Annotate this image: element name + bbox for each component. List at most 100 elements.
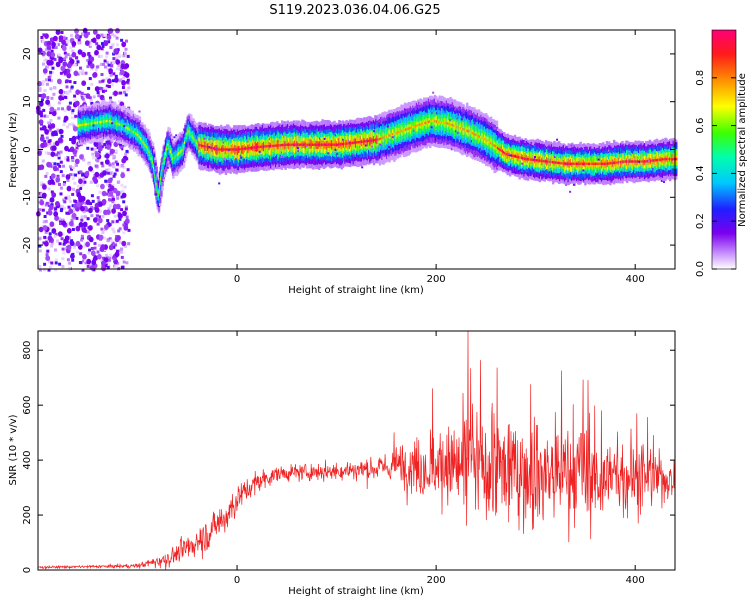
heatmap-noise-cell <box>111 165 115 168</box>
snr-series-line <box>37 330 676 571</box>
heatmap-noise-cell <box>70 167 74 171</box>
heatmap-noise-blob <box>50 151 56 157</box>
heatmap-halo-cell <box>570 144 573 147</box>
heatmap-noise-cell <box>116 261 120 265</box>
heatmap-noise-cell <box>58 206 62 209</box>
heatmap-noise-blob <box>60 65 66 72</box>
heatmap-noise-cell <box>68 46 72 50</box>
heatmap-noise-cell <box>109 73 113 77</box>
heatmap-noise-cell <box>89 263 93 267</box>
heatmap-noise-cell <box>44 151 48 155</box>
heatmap-noise-blob <box>81 227 87 233</box>
heatmap-noise-cell <box>89 43 93 47</box>
heatmap-halo-cell <box>478 148 481 151</box>
heatmap-noise-cell <box>110 239 114 243</box>
heatmap-halo-cell <box>218 182 221 185</box>
heatmap-noise-cell <box>46 211 50 215</box>
heatmap-noise-cell <box>122 231 126 235</box>
heatmap-noise-cell <box>71 204 75 208</box>
heatmap-noise-cell <box>121 189 125 193</box>
heatmap-ridge-core <box>95 121 99 124</box>
heatmap-noise-cell <box>105 77 109 81</box>
heatmap-noise-blob <box>88 225 93 231</box>
heatmap-noise-blob <box>104 153 110 159</box>
heatmap-noise-blob <box>124 63 130 69</box>
heatmap-noise-cell <box>99 62 103 66</box>
heatmap-halo-cell <box>413 129 416 132</box>
heatmap-halo-cell <box>305 145 308 148</box>
heatmap-noise-cell <box>90 147 94 151</box>
heatmap-halo-cell <box>404 108 406 111</box>
heatmap-noise-cell <box>43 235 47 239</box>
heatmap-noise-blob <box>76 192 82 198</box>
heatmap-noise-cell <box>42 220 46 224</box>
heatmap-noise-cell <box>96 159 100 163</box>
heatmap-noise-cell <box>79 66 82 70</box>
heatmap-noise-cell <box>43 268 47 272</box>
heatmap-noise-cell <box>67 211 71 215</box>
heatmap-halo-cell <box>240 156 243 159</box>
heatmap-ridge-cell <box>311 140 315 147</box>
heatmap-noise-cell <box>81 97 85 101</box>
heatmap-halo-cell <box>565 184 568 186</box>
heatmap-noise-cell <box>98 80 102 84</box>
heatmap-noise-cell <box>74 173 78 177</box>
heatmap-noise-blob <box>69 146 75 153</box>
heatmap-noise-blob <box>38 119 44 125</box>
heatmap-halo-cell <box>121 148 124 151</box>
heatmap-noise-blob <box>107 177 113 184</box>
heatmap-ridge-core <box>225 148 229 151</box>
heatmap-noise-blob <box>77 49 83 55</box>
heatmap-noise-blob <box>97 217 103 224</box>
heatmap-noise-cell <box>107 40 111 44</box>
heatmap-halo-cell <box>323 137 326 140</box>
heatmap-noise-cell <box>40 114 44 118</box>
heatmap-halo-cell <box>351 153 354 155</box>
heatmap-noise-cell <box>100 73 104 76</box>
heatmap-noise-cell <box>124 152 128 156</box>
heatmap-noise-cell <box>71 156 74 159</box>
heatmap-noise-cell <box>64 55 68 59</box>
heatmap-ridge-core <box>462 127 465 131</box>
heatmap-noise-blob <box>94 86 100 92</box>
heatmap-noise-cell <box>47 125 51 129</box>
heatmap-noise-cell <box>58 217 62 221</box>
heatmap-halo-cell <box>120 133 123 136</box>
heatmap-noise-cell <box>72 124 76 128</box>
heatmap-noise-cell <box>50 203 54 207</box>
heatmap-noise-cell <box>46 96 50 100</box>
heatmap-noise-cell <box>80 72 84 76</box>
heatmap-noise-blob <box>58 88 64 95</box>
snr-y-axis-label: SNR (10 * v/v) <box>8 414 19 485</box>
heatmap-noise-cell <box>40 183 44 187</box>
heatmap-noise-cell <box>61 232 65 236</box>
heatmap-halo-cell <box>208 146 211 148</box>
heatmap-noise-cell <box>106 171 110 175</box>
heatmap-noise-cell <box>113 34 117 38</box>
heatmap-noise-cell <box>119 91 123 95</box>
heatmap-noise-blob <box>66 244 72 251</box>
heatmap-noise-cell <box>122 166 126 170</box>
heatmap-noise-cell <box>118 79 122 83</box>
heatmap-noise-cell <box>90 247 94 250</box>
heatmap-noise-cell <box>115 249 119 253</box>
heatmap-noise-cell <box>86 65 90 69</box>
heatmap-noise-cell <box>126 168 130 172</box>
heatmap-halo-cell <box>106 130 109 133</box>
heatmap-ridge-core <box>354 141 358 144</box>
heatmap-noise-cell <box>67 222 71 226</box>
heatmap-noise-blob <box>82 221 88 228</box>
heatmap-noise-cell <box>70 111 74 115</box>
heatmap-noise-cell <box>68 101 72 105</box>
heatmap-noise-cell <box>40 192 44 196</box>
heatmap-noise-cell <box>117 91 121 95</box>
heatmap-noise-cell <box>90 206 94 209</box>
heatmap-noise-blob <box>42 68 48 74</box>
heatmap-noise-cell <box>123 51 127 55</box>
heatmap-halo-cell <box>648 160 651 163</box>
heatmap-noise-cell <box>112 154 116 158</box>
heatmap-noise-cell <box>40 181 44 185</box>
heatmap-noise-cell <box>54 268 58 272</box>
